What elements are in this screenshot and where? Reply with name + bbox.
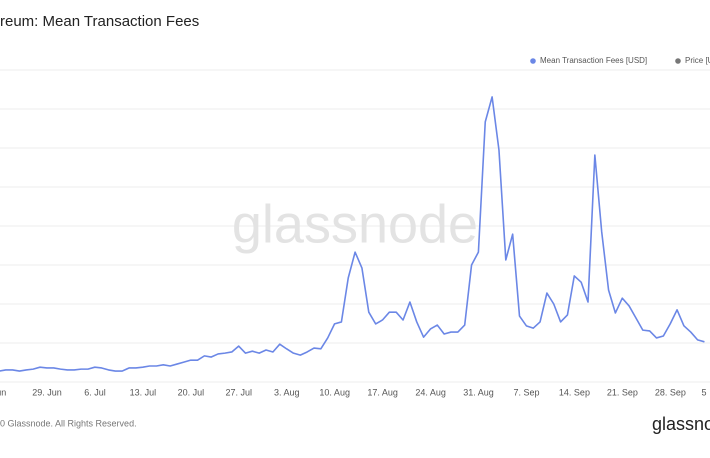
x-tick-label: 5	[701, 387, 706, 397]
x-tick-label: 29. Jun	[32, 387, 62, 397]
legend-marker	[675, 58, 681, 64]
x-tick-label: 14. Sep	[559, 387, 590, 397]
watermark: glassnode	[232, 194, 478, 254]
chart-title: reum: Mean Transaction Fees	[0, 13, 199, 30]
x-tick-label: 20. Jul	[178, 387, 205, 397]
legend-label: Price [U	[685, 56, 710, 65]
logo: glassnode	[652, 414, 710, 434]
x-tick-label: 6. Jul	[84, 387, 106, 397]
x-tick-label: 27. Jul	[226, 387, 253, 397]
x-tick-label: 28. Sep	[655, 387, 686, 397]
legend-marker	[530, 58, 536, 64]
x-tick-label: 7. Sep	[513, 387, 539, 397]
x-tick-label: Jun	[0, 387, 6, 397]
x-tick-label: 10. Aug	[319, 387, 350, 397]
footer: 0 Glassnode. All Rights Reserved.	[0, 418, 137, 428]
data-line	[0, 96, 705, 372]
x-tick-label: 24. Aug	[415, 387, 446, 397]
x-tick-label: 31. Aug	[463, 387, 494, 397]
x-tick-label: 21. Sep	[607, 387, 638, 397]
x-tick-label: 13. Jul	[130, 387, 157, 397]
x-tick-label: 17. Aug	[367, 387, 398, 397]
x-tick-label: 3. Aug	[274, 387, 300, 397]
legend-label: Mean Transaction Fees [USD]	[540, 56, 647, 65]
